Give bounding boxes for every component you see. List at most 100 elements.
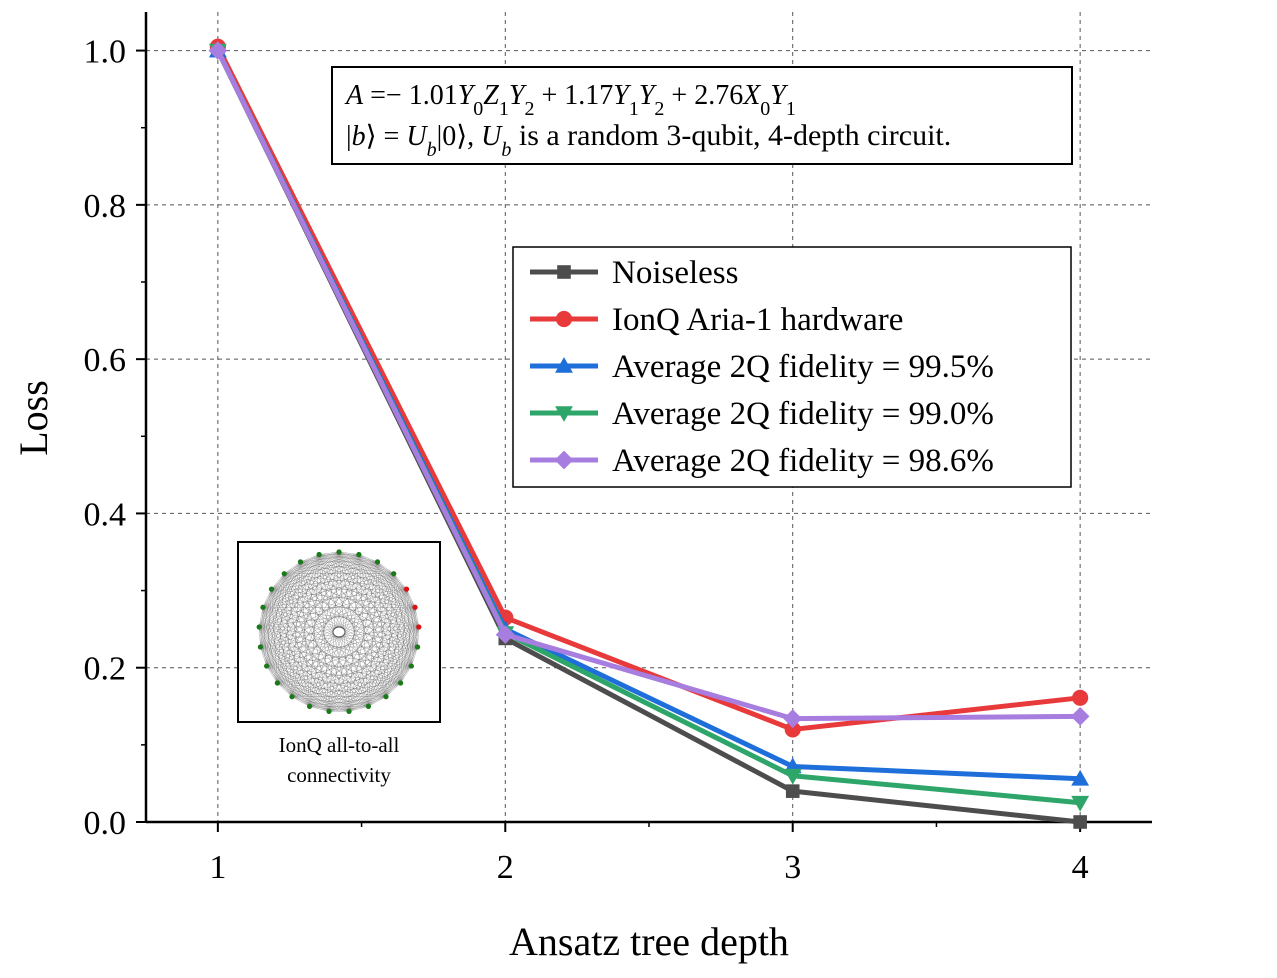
inset-edge [277,561,301,684]
inset-edge [291,696,310,707]
inset-edge [277,682,387,697]
legend-marker [555,357,573,373]
inset-edge [266,665,330,712]
inset-edge [271,551,340,590]
inset-edge [284,551,340,574]
inset-edge [417,626,420,648]
inset-edge [348,706,369,712]
inset-edge [262,554,320,608]
inset-edge [259,626,310,707]
data-point [784,721,801,738]
inset-edge [300,554,359,563]
inset-edge [266,665,369,707]
inset-edge [284,573,412,667]
inset-edge [319,554,419,628]
inset-edge [291,696,350,712]
inset-node [326,708,332,714]
legend-label: IonQ Aria-1 hardware [612,302,903,338]
inset-edge [284,561,301,574]
inset-edge [377,561,401,684]
inset-edge [262,607,330,712]
data-point [1072,689,1089,706]
inset-edge [262,561,301,608]
inset-edge [411,646,418,667]
inset-edge [284,573,419,628]
inset-edge [284,554,359,574]
inset-node [412,604,418,610]
inset-edge [266,561,301,667]
inset-edge [291,561,301,697]
series-5 [208,41,1090,728]
inset-edge [277,554,320,684]
inset-edge [271,589,330,712]
inset-edge [318,554,418,648]
y-axis-title: Loss [11,380,56,456]
inset-edge [300,554,320,563]
equation-line-1: A =− 1.01Y0Z1Y2 + 1.17Y1Y2 + 2.76X0Y1 [344,80,796,120]
inset-edge [260,646,330,712]
inset-edge [271,589,369,707]
inset-edge [385,646,418,697]
inset-edge [358,554,369,707]
data-point [208,41,228,60]
inset-edge [406,589,418,648]
inset-edge [277,626,419,684]
inset-edge [377,561,416,608]
inset-edge [277,573,285,684]
inset-edge [400,626,420,684]
inset-node [316,551,322,558]
inset-node [281,571,287,577]
inset-edge [258,626,261,648]
inset-node [403,586,410,592]
inset-edge [328,626,419,712]
y-tick-label: 0.6 [84,342,127,379]
x-tick-label: 4 [1072,849,1089,886]
y-tick-label: 0.0 [84,805,127,842]
inset-edge [300,561,330,712]
inset-edge [368,607,416,707]
inset-edge [400,607,416,684]
inset-edge [319,554,416,608]
inset-node [391,571,397,577]
inset-edge [358,554,416,608]
inset-edge [338,551,419,628]
inset-edge [284,573,330,712]
inset-node [256,624,262,630]
inset-edge [259,626,350,712]
inset-node [274,680,280,686]
inset-node [414,644,421,650]
inset-edge [258,626,278,684]
inset-edge [358,554,412,667]
inset-edge [385,573,394,697]
x-axis-title: Ansatz tree depth [509,919,789,964]
inset-edge [338,551,418,648]
inset-node [346,708,352,714]
inset-edge [277,682,330,712]
series [208,38,1090,829]
inset-edge [266,665,387,697]
inset-edge [377,561,394,574]
data-point [1071,769,1090,786]
inset-edge [277,682,293,697]
connectivity-graph [256,549,422,714]
inset-edge [385,626,420,697]
inset-node [383,694,389,700]
inset-node [268,586,275,592]
inset-edge [262,589,272,608]
inset-edge [406,589,416,608]
legend-marker [557,265,571,279]
inset-edge [319,554,407,590]
legend: Noiseless IonQ Aria-1 hardware Average 2Q … [512,246,1072,488]
inset-edge [309,665,412,707]
inset-center [332,626,346,638]
inset-edge [260,551,340,648]
inset-edge [300,561,310,707]
inset-node [398,680,404,686]
inset-edge [328,646,418,712]
inset-edge [266,589,272,667]
x-tick-label: 3 [784,849,801,886]
series-line [215,49,1081,722]
inset-edge [259,626,369,707]
inset-edge [377,561,419,628]
inset-node [408,663,414,669]
